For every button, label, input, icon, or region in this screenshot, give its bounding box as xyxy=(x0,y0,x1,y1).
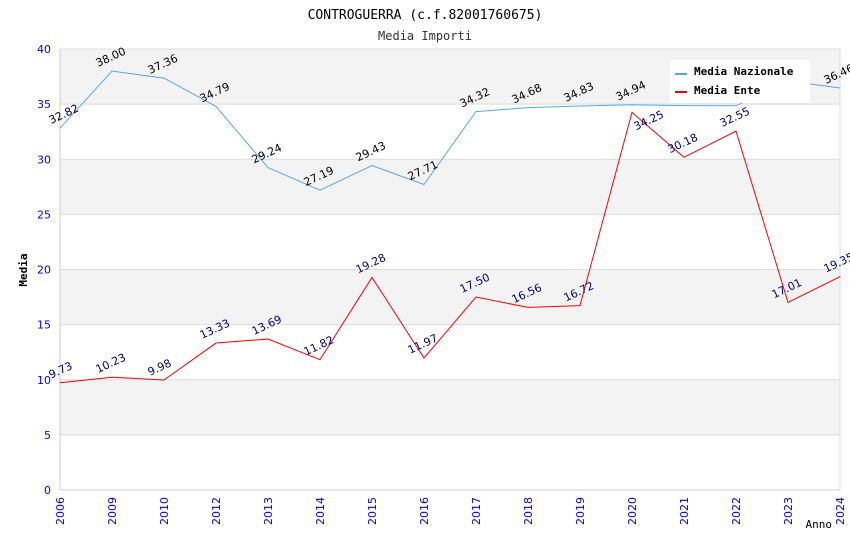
x-axis-label: Anno xyxy=(806,518,833,531)
grid-band xyxy=(60,269,840,325)
data-point xyxy=(839,87,841,89)
x-tick-label: 2014 xyxy=(314,497,327,525)
data-point xyxy=(59,127,61,129)
x-tick-label: 2022 xyxy=(730,497,743,525)
y-axis-label: Media xyxy=(17,253,30,286)
legend-label-ente: Media Ente xyxy=(694,84,761,97)
data-point xyxy=(111,70,113,72)
data-point xyxy=(423,183,425,185)
y-tick-label: 40 xyxy=(37,43,51,56)
chart-title: CONTROGUERRA (c.f.82001760675) xyxy=(308,8,543,23)
grid-band xyxy=(60,379,840,435)
y-tick-label: 5 xyxy=(44,429,51,442)
data-label: 11.97 xyxy=(406,332,440,357)
data-label: 32.55 xyxy=(718,105,752,130)
data-point xyxy=(735,130,737,132)
y-tick-label: 35 xyxy=(37,98,51,111)
data-point xyxy=(631,104,633,106)
x-tick-label: 2006 xyxy=(54,497,67,525)
data-label: 9.98 xyxy=(146,357,174,379)
data-label: 32.82 xyxy=(47,102,81,127)
x-tick-label: 2016 xyxy=(418,497,431,525)
x-tick-label: 2023 xyxy=(782,497,795,525)
data-label: 10.23 xyxy=(94,351,128,376)
x-tick-label: 2018 xyxy=(522,497,535,525)
y-tick-label: 20 xyxy=(37,264,51,277)
data-point xyxy=(579,305,581,307)
x-tick-label: 2013 xyxy=(262,497,275,525)
series-line-1 xyxy=(59,111,841,384)
data-point xyxy=(215,105,217,107)
x-tick-label: 2024 xyxy=(834,497,847,525)
data-point xyxy=(163,379,165,381)
data-point xyxy=(475,296,477,298)
data-point xyxy=(735,105,737,107)
x-tick-label: 2020 xyxy=(626,497,639,525)
data-point xyxy=(527,107,529,109)
y-tick-label: 15 xyxy=(37,319,51,332)
data-point xyxy=(319,359,321,361)
y-tick-label: 10 xyxy=(37,374,51,387)
x-tick-label: 2009 xyxy=(106,497,119,525)
series-line-0 xyxy=(59,70,841,191)
data-point xyxy=(111,376,113,378)
x-tick-label: 2017 xyxy=(470,497,483,525)
data-point xyxy=(683,105,685,107)
x-tick-label: 2015 xyxy=(366,497,379,525)
y-tick-label: 25 xyxy=(37,208,51,221)
data-point xyxy=(267,167,269,169)
chart-subtitle: Media Importi xyxy=(378,29,472,43)
y-tick-label: 0 xyxy=(44,484,51,497)
data-label: 11.82 xyxy=(302,333,336,358)
y-tick-label: 30 xyxy=(37,153,51,166)
data-point xyxy=(371,165,373,167)
data-point xyxy=(631,111,633,113)
data-point xyxy=(475,111,477,113)
x-tick-label: 2019 xyxy=(574,497,587,525)
data-point xyxy=(215,342,217,344)
data-point xyxy=(787,301,789,303)
legend: Media Nazionale Media Ente xyxy=(670,60,810,103)
data-label: 34.25 xyxy=(632,108,666,133)
grid-band xyxy=(60,159,840,215)
legend-label-nazionale: Media Nazionale xyxy=(694,65,794,78)
data-point xyxy=(59,382,61,384)
x-tick-label: 2010 xyxy=(158,497,171,525)
data-point xyxy=(579,105,581,107)
data-point xyxy=(371,276,373,278)
data-point xyxy=(423,357,425,359)
data-point xyxy=(527,306,529,308)
data-point xyxy=(319,189,321,191)
data-point xyxy=(683,156,685,158)
data-point xyxy=(267,338,269,340)
data-point xyxy=(839,276,841,278)
x-tick-label: 2012 xyxy=(210,497,223,525)
x-tick-label: 2021 xyxy=(678,497,691,525)
data-label: 9.73 xyxy=(47,359,75,381)
data-point xyxy=(163,77,165,79)
